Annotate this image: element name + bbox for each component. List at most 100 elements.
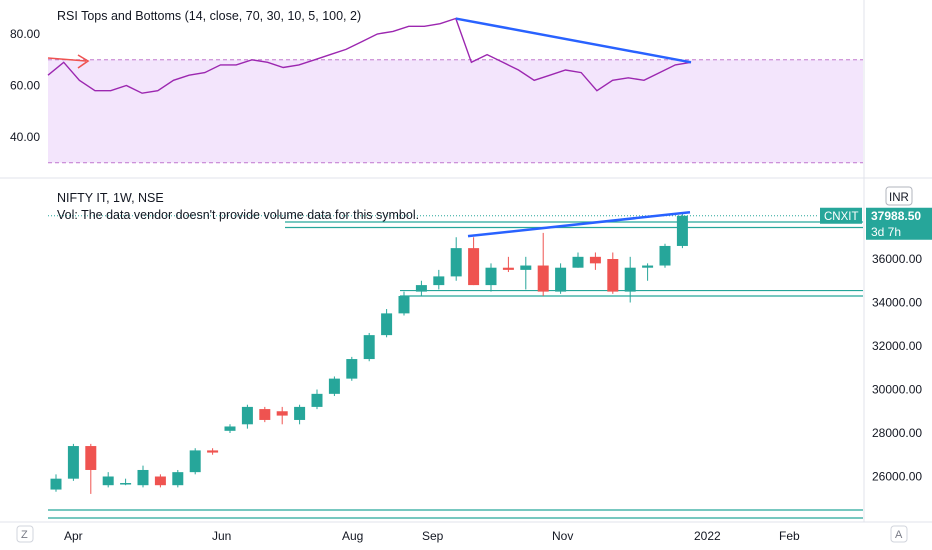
price-trendline[interactable]: [467, 210, 691, 238]
price-tick-label: 32000.00: [872, 339, 922, 353]
rsi-band: [48, 59, 863, 163]
x-tick-label: Sep: [422, 529, 444, 543]
auto-scale-button-label: A: [895, 529, 903, 541]
candle-body: [276, 411, 288, 416]
candle[interactable]: [311, 389, 323, 410]
candle[interactable]: [67, 443, 79, 481]
candle[interactable]: [294, 404, 306, 425]
auto-scale-button[interactable]: [890, 525, 908, 543]
candle[interactable]: [607, 252, 619, 294]
arrow-marker[interactable]: [47, 54, 90, 69]
candle-body: [520, 265, 532, 270]
price-title: NIFTY IT, 1W, NSE: [57, 191, 164, 205]
candle-body: [642, 265, 654, 268]
price-tick-label: 30000.00: [872, 383, 922, 397]
countdown-label: 3d 7h: [871, 225, 901, 239]
candle[interactable]: [589, 252, 601, 270]
candle[interactable]: [189, 448, 201, 475]
candle[interactable]: [241, 404, 253, 429]
candle-body: [381, 313, 393, 336]
candle-body: [607, 259, 619, 292]
candle[interactable]: [572, 252, 584, 268]
price-tick-label: 34000.00: [872, 296, 922, 310]
candle[interactable]: [398, 291, 410, 316]
candle-body: [433, 276, 445, 286]
candle-body: [85, 446, 97, 470]
candle[interactable]: [172, 469, 184, 488]
candle[interactable]: [450, 237, 462, 281]
price-tick-label: 28000.00: [872, 426, 922, 440]
candle[interactable]: [537, 232, 549, 296]
x-tick-label: Nov: [552, 529, 573, 543]
candle-body: [363, 335, 375, 360]
candle-body: [102, 476, 114, 486]
candle-body: [555, 267, 567, 292]
candle[interactable]: [137, 465, 149, 488]
symbol-tag: [820, 207, 862, 224]
currency-label: INR: [889, 192, 909, 204]
candle[interactable]: [102, 472, 114, 488]
candle[interactable]: [485, 263, 497, 292]
candle-body: [224, 426, 236, 431]
candle[interactable]: [363, 332, 375, 362]
symbol-tag-label: CNXIT: [824, 211, 859, 223]
candle-body: [589, 256, 601, 264]
candle-body: [450, 248, 462, 277]
x-tick-label: Apr: [64, 529, 83, 543]
candle-body: [207, 450, 219, 453]
candle-body: [502, 267, 514, 270]
candle[interactable]: [346, 356, 358, 381]
candle[interactable]: [676, 213, 688, 249]
candle[interactable]: [85, 443, 97, 494]
zoom-button-label: Z: [21, 529, 28, 541]
candle[interactable]: [154, 474, 166, 488]
candle[interactable]: [50, 474, 62, 492]
candle-body: [259, 409, 271, 420]
candle-body: [659, 245, 671, 266]
candle[interactable]: [415, 280, 427, 296]
last-price-label: 37988.50: [871, 209, 921, 223]
candle[interactable]: [520, 256, 532, 290]
candle-body: [154, 476, 166, 486]
candle-body: [311, 393, 323, 407]
rsi-pane: [47, 17, 863, 164]
rsi-title: RSI Tops and Bottoms (14, close, 70, 30,…: [57, 9, 362, 23]
candle-body: [241, 406, 253, 425]
price-tick-label: 26000.00: [872, 470, 922, 484]
candle[interactable]: [433, 269, 445, 290]
candle[interactable]: [328, 376, 340, 397]
candle-body: [415, 285, 427, 292]
zoom-button[interactable]: [16, 525, 34, 543]
candle-body: [624, 267, 636, 292]
candle[interactable]: [276, 406, 288, 425]
volume-note: Vol: The data vendor doesn't provide vol…: [57, 208, 420, 222]
rsi-trendline[interactable]: [455, 17, 692, 64]
x-tick-label: Aug: [342, 529, 363, 543]
rsi-tick-label: 80.00: [10, 27, 40, 41]
candle[interactable]: [555, 263, 567, 294]
candle[interactable]: [642, 263, 654, 281]
candle-body: [328, 378, 340, 394]
candle-body: [50, 478, 62, 490]
candle[interactable]: [502, 256, 514, 273]
candle[interactable]: [224, 424, 236, 433]
currency-button[interactable]: [885, 186, 913, 206]
rsi-tick-label: 60.00: [10, 79, 40, 93]
candle-body: [189, 450, 201, 473]
candle-body: [137, 469, 149, 486]
candle[interactable]: [468, 237, 480, 286]
candle[interactable]: [259, 406, 271, 423]
candle[interactable]: [381, 309, 393, 338]
candle-body: [172, 472, 184, 486]
candle[interactable]: [207, 448, 219, 455]
candle-body: [120, 483, 132, 485]
candle-body: [537, 265, 549, 292]
candle[interactable]: [624, 256, 636, 303]
candle-body: [468, 248, 480, 286]
x-tick-label: Feb: [779, 529, 800, 543]
candle[interactable]: [120, 478, 132, 486]
candle[interactable]: [659, 243, 671, 268]
